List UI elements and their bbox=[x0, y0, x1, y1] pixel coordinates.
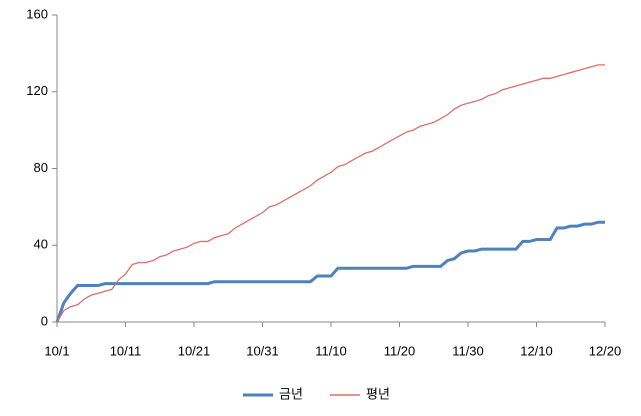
y-tick-label: 120 bbox=[26, 83, 48, 98]
y-tick-label: 0 bbox=[41, 313, 48, 328]
x-tick-label: 10/11 bbox=[110, 343, 142, 358]
x-tick-label: 10/31 bbox=[246, 343, 279, 358]
x-tick-label: 12/10 bbox=[520, 343, 553, 358]
y-tick-label: 40 bbox=[34, 237, 48, 252]
legend-label: 평년 bbox=[366, 386, 390, 401]
line-series bbox=[56, 64, 605, 323]
x-tick-label: 11/20 bbox=[384, 343, 416, 358]
x-tick-label: 11/10 bbox=[315, 343, 347, 358]
x-tick-label: 11/30 bbox=[452, 343, 484, 358]
legend-label: 금년 bbox=[279, 386, 303, 401]
y-tick-label: 80 bbox=[34, 160, 48, 175]
x-tick-label: 10/21 bbox=[178, 343, 211, 358]
y-tick-label: 160 bbox=[26, 6, 48, 21]
line-series bbox=[55, 220, 605, 323]
x-tick-label: 12/20 bbox=[589, 343, 622, 358]
x-tick-label: 10/1 bbox=[44, 343, 69, 358]
